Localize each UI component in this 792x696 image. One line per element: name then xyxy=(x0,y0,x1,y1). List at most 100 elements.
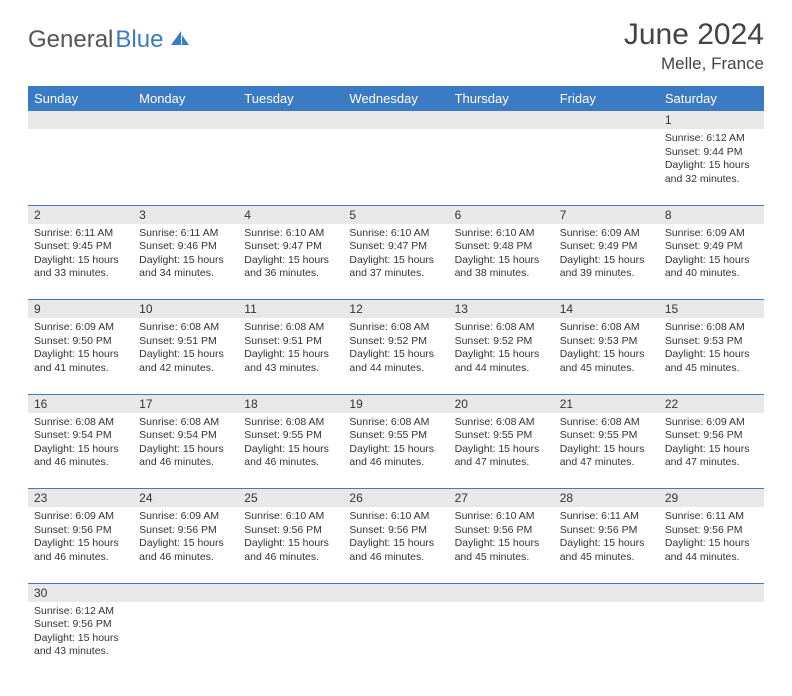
weekday-header: Wednesday xyxy=(343,86,448,111)
day-content: Sunrise: 6:08 AMSunset: 9:52 PMDaylight:… xyxy=(449,318,554,380)
sunset-text: Sunset: 9:56 PM xyxy=(34,524,127,538)
day-detail-cell: Sunrise: 6:08 AMSunset: 9:54 PMDaylight:… xyxy=(28,413,133,489)
logo-text-general: General xyxy=(28,26,113,54)
sunrise-text: Sunrise: 6:08 AM xyxy=(560,321,653,335)
sunset-text: Sunset: 9:44 PM xyxy=(665,146,758,160)
sunrise-text: Sunrise: 6:08 AM xyxy=(34,416,127,430)
daylight-text: Daylight: 15 hours and 46 minutes. xyxy=(349,443,442,470)
day-detail-cell xyxy=(449,602,554,678)
day-detail-cell: Sunrise: 6:09 AMSunset: 9:56 PMDaylight:… xyxy=(28,507,133,583)
sunset-text: Sunset: 9:53 PM xyxy=(665,335,758,349)
sunrise-text: Sunrise: 6:08 AM xyxy=(139,416,232,430)
day-content: Sunrise: 6:09 AMSunset: 9:56 PMDaylight:… xyxy=(659,413,764,475)
day-number-cell xyxy=(133,111,238,129)
day-detail-cell xyxy=(343,129,448,205)
day-detail-cell xyxy=(343,602,448,678)
daylight-text: Daylight: 15 hours and 34 minutes. xyxy=(139,254,232,281)
day-content: Sunrise: 6:10 AMSunset: 9:56 PMDaylight:… xyxy=(343,507,448,569)
day-number-cell: 2 xyxy=(28,205,133,224)
day-detail-cell: Sunrise: 6:09 AMSunset: 9:49 PMDaylight:… xyxy=(659,224,764,300)
day-detail-cell xyxy=(659,602,764,678)
logo-text-blue: Blue xyxy=(115,26,163,54)
day-detail-cell: Sunrise: 6:11 AMSunset: 9:56 PMDaylight:… xyxy=(554,507,659,583)
sunrise-text: Sunrise: 6:12 AM xyxy=(34,605,127,619)
day-detail-row: Sunrise: 6:09 AMSunset: 9:50 PMDaylight:… xyxy=(28,318,764,394)
calendar-body: 1Sunrise: 6:12 AMSunset: 9:44 PMDaylight… xyxy=(28,111,764,678)
sunset-text: Sunset: 9:56 PM xyxy=(139,524,232,538)
day-number-cell xyxy=(28,111,133,129)
sunset-text: Sunset: 9:52 PM xyxy=(455,335,548,349)
title-block: June 2024 Melle, France xyxy=(624,18,764,74)
day-detail-row: Sunrise: 6:12 AMSunset: 9:56 PMDaylight:… xyxy=(28,602,764,678)
day-detail-cell: Sunrise: 6:09 AMSunset: 9:50 PMDaylight:… xyxy=(28,318,133,394)
sunset-text: Sunset: 9:54 PM xyxy=(34,429,127,443)
day-content: Sunrise: 6:08 AMSunset: 9:51 PMDaylight:… xyxy=(133,318,238,380)
sunset-text: Sunset: 9:48 PM xyxy=(455,240,548,254)
header: General Blue June 2024 Melle, France xyxy=(28,18,764,74)
day-detail-cell: Sunrise: 6:08 AMSunset: 9:52 PMDaylight:… xyxy=(343,318,448,394)
day-detail-cell: Sunrise: 6:08 AMSunset: 9:51 PMDaylight:… xyxy=(133,318,238,394)
day-detail-cell: Sunrise: 6:10 AMSunset: 9:48 PMDaylight:… xyxy=(449,224,554,300)
day-content: Sunrise: 6:11 AMSunset: 9:56 PMDaylight:… xyxy=(659,507,764,569)
day-number-cell: 25 xyxy=(238,489,343,508)
day-number-cell: 24 xyxy=(133,489,238,508)
month-title: June 2024 xyxy=(624,18,764,52)
sunset-text: Sunset: 9:46 PM xyxy=(139,240,232,254)
day-number-cell xyxy=(343,583,448,602)
day-number-row: 30 xyxy=(28,583,764,602)
day-number-cell: 21 xyxy=(554,394,659,413)
sunrise-text: Sunrise: 6:08 AM xyxy=(244,416,337,430)
day-number-row: 2345678 xyxy=(28,205,764,224)
day-number-cell: 20 xyxy=(449,394,554,413)
day-detail-cell: Sunrise: 6:08 AMSunset: 9:52 PMDaylight:… xyxy=(449,318,554,394)
sunrise-text: Sunrise: 6:11 AM xyxy=(34,227,127,241)
day-number-cell: 11 xyxy=(238,300,343,319)
day-number-row: 16171819202122 xyxy=(28,394,764,413)
day-number-cell: 30 xyxy=(28,583,133,602)
day-content: Sunrise: 6:11 AMSunset: 9:45 PMDaylight:… xyxy=(28,224,133,286)
daylight-text: Daylight: 15 hours and 40 minutes. xyxy=(665,254,758,281)
sunrise-text: Sunrise: 6:08 AM xyxy=(349,321,442,335)
sunrise-text: Sunrise: 6:10 AM xyxy=(244,510,337,524)
day-content: Sunrise: 6:12 AMSunset: 9:56 PMDaylight:… xyxy=(28,602,133,664)
daylight-text: Daylight: 15 hours and 46 minutes. xyxy=(34,443,127,470)
day-detail-cell: Sunrise: 6:08 AMSunset: 9:53 PMDaylight:… xyxy=(554,318,659,394)
day-content: Sunrise: 6:08 AMSunset: 9:53 PMDaylight:… xyxy=(659,318,764,380)
day-content: Sunrise: 6:11 AMSunset: 9:56 PMDaylight:… xyxy=(554,507,659,569)
day-number-cell: 4 xyxy=(238,205,343,224)
day-number-cell: 26 xyxy=(343,489,448,508)
day-detail-cell: Sunrise: 6:08 AMSunset: 9:55 PMDaylight:… xyxy=(343,413,448,489)
day-detail-cell xyxy=(554,129,659,205)
day-detail-cell xyxy=(133,129,238,205)
logo: General Blue xyxy=(28,18,191,54)
day-number-cell: 16 xyxy=(28,394,133,413)
sunrise-text: Sunrise: 6:11 AM xyxy=(560,510,653,524)
sunset-text: Sunset: 9:56 PM xyxy=(665,524,758,538)
day-number-cell: 8 xyxy=(659,205,764,224)
day-number-cell xyxy=(238,111,343,129)
day-number-cell: 15 xyxy=(659,300,764,319)
day-content: Sunrise: 6:09 AMSunset: 9:49 PMDaylight:… xyxy=(554,224,659,286)
sunrise-text: Sunrise: 6:10 AM xyxy=(455,227,548,241)
calendar-table: Sunday Monday Tuesday Wednesday Thursday… xyxy=(28,86,764,678)
sunset-text: Sunset: 9:47 PM xyxy=(244,240,337,254)
sunrise-text: Sunrise: 6:12 AM xyxy=(665,132,758,146)
day-detail-cell: Sunrise: 6:12 AMSunset: 9:56 PMDaylight:… xyxy=(28,602,133,678)
sunset-text: Sunset: 9:54 PM xyxy=(139,429,232,443)
day-number-cell xyxy=(133,583,238,602)
weekday-header: Saturday xyxy=(659,86,764,111)
daylight-text: Daylight: 15 hours and 46 minutes. xyxy=(349,537,442,564)
sail-icon xyxy=(169,29,191,52)
day-detail-cell xyxy=(238,602,343,678)
day-content: Sunrise: 6:10 AMSunset: 9:48 PMDaylight:… xyxy=(449,224,554,286)
daylight-text: Daylight: 15 hours and 46 minutes. xyxy=(139,443,232,470)
day-content: Sunrise: 6:10 AMSunset: 9:47 PMDaylight:… xyxy=(238,224,343,286)
sunrise-text: Sunrise: 6:08 AM xyxy=(665,321,758,335)
day-detail-cell xyxy=(238,129,343,205)
day-content: Sunrise: 6:12 AMSunset: 9:44 PMDaylight:… xyxy=(659,129,764,191)
day-detail-cell: Sunrise: 6:10 AMSunset: 9:47 PMDaylight:… xyxy=(238,224,343,300)
daylight-text: Daylight: 15 hours and 39 minutes. xyxy=(560,254,653,281)
daylight-text: Daylight: 15 hours and 44 minutes. xyxy=(455,348,548,375)
sunrise-text: Sunrise: 6:08 AM xyxy=(244,321,337,335)
day-number-cell: 14 xyxy=(554,300,659,319)
